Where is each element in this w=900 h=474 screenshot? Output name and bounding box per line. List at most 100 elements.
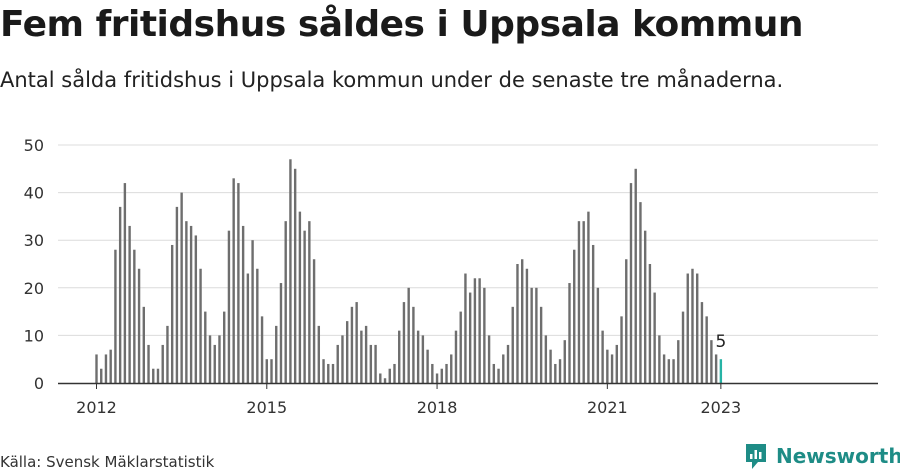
bar <box>284 221 287 383</box>
bar <box>142 306 145 383</box>
bar <box>393 363 396 383</box>
bar <box>114 249 117 383</box>
x-tick-label: 2015 <box>246 398 287 417</box>
bar <box>137 268 141 383</box>
bar <box>317 325 321 383</box>
bar <box>208 335 212 383</box>
bar <box>350 306 354 383</box>
bar <box>681 311 685 383</box>
bar <box>530 287 533 383</box>
bar <box>133 249 136 383</box>
bar <box>232 178 235 383</box>
bar <box>502 354 505 383</box>
y-tick-label: 0 <box>34 374 44 393</box>
bar <box>549 349 552 383</box>
bar <box>289 159 292 383</box>
bar <box>345 321 349 383</box>
bar <box>213 344 216 383</box>
chart-subtitle: Antal sålda fritidshus i Uppsala kommun … <box>0 68 784 92</box>
bar <box>421 335 425 383</box>
bar <box>686 273 689 383</box>
bar <box>199 268 202 383</box>
bar <box>577 221 581 383</box>
bar <box>303 230 306 383</box>
bar <box>402 302 406 383</box>
y-tick-label: 50 <box>24 136 44 155</box>
bar <box>265 359 268 383</box>
y-tick-label: 40 <box>24 184 44 203</box>
x-tick-label: 2021 <box>587 398 628 417</box>
bar <box>544 335 548 383</box>
x-tick-label: 2012 <box>76 398 117 417</box>
brand-logo[interactable]: Newsworthy <box>744 442 900 470</box>
y-axis-ticks: 0 10 20 30 40 50 <box>24 136 44 393</box>
bar <box>270 359 273 383</box>
bar <box>166 325 169 383</box>
bar <box>431 363 434 383</box>
bar <box>535 287 538 383</box>
bar <box>161 344 164 383</box>
bar <box>719 359 723 383</box>
bar <box>558 359 562 383</box>
bar <box>672 359 675 383</box>
bar <box>691 268 694 383</box>
bar <box>516 264 519 383</box>
bar <box>587 211 590 383</box>
bar <box>322 359 325 383</box>
bar <box>568 283 571 383</box>
bar <box>185 221 188 383</box>
bar <box>573 249 576 383</box>
bar <box>298 211 302 383</box>
bar <box>355 302 358 383</box>
bar <box>227 230 231 383</box>
bar <box>241 225 245 383</box>
bar <box>237 183 240 383</box>
bar <box>554 363 557 383</box>
bar <box>643 230 647 383</box>
bar <box>464 273 467 383</box>
bar <box>156 368 160 383</box>
bar <box>710 340 713 383</box>
bar <box>426 349 429 383</box>
bar <box>525 268 529 383</box>
y-tick-label: 10 <box>24 326 44 345</box>
x-tick-label: 2018 <box>417 398 458 417</box>
brand-name: Newsworthy <box>776 444 900 468</box>
bar <box>336 344 339 383</box>
bar <box>256 268 259 383</box>
bar <box>487 335 491 383</box>
bar-chart: 0 10 20 30 40 50 2012 2015 2018 2021 2023 5 <box>24 136 878 417</box>
bar <box>714 354 718 383</box>
bar <box>662 354 666 383</box>
bar <box>483 287 486 383</box>
bars <box>95 159 723 383</box>
bar <box>379 373 382 383</box>
bar <box>331 363 335 383</box>
bar <box>511 306 514 383</box>
bar <box>100 368 103 383</box>
bar <box>497 368 500 383</box>
bar <box>634 168 637 383</box>
newsworthy-logo-icon <box>746 444 766 469</box>
annotations: 5 <box>715 332 726 352</box>
bar <box>152 368 155 383</box>
bar <box>601 330 604 383</box>
bar <box>582 221 585 383</box>
bar <box>95 354 98 383</box>
bar <box>653 292 656 383</box>
bar <box>180 192 183 383</box>
bar <box>246 273 250 383</box>
bar <box>388 368 391 383</box>
bar <box>625 259 628 383</box>
bar <box>189 225 193 383</box>
bar <box>705 316 708 383</box>
bar <box>696 273 699 383</box>
y-tick-label: 30 <box>24 231 44 250</box>
bar <box>606 349 609 383</box>
bar <box>492 363 496 383</box>
bar <box>251 240 254 383</box>
bar <box>275 325 278 383</box>
bar <box>308 221 311 383</box>
bar <box>218 335 221 383</box>
bar <box>109 349 112 383</box>
